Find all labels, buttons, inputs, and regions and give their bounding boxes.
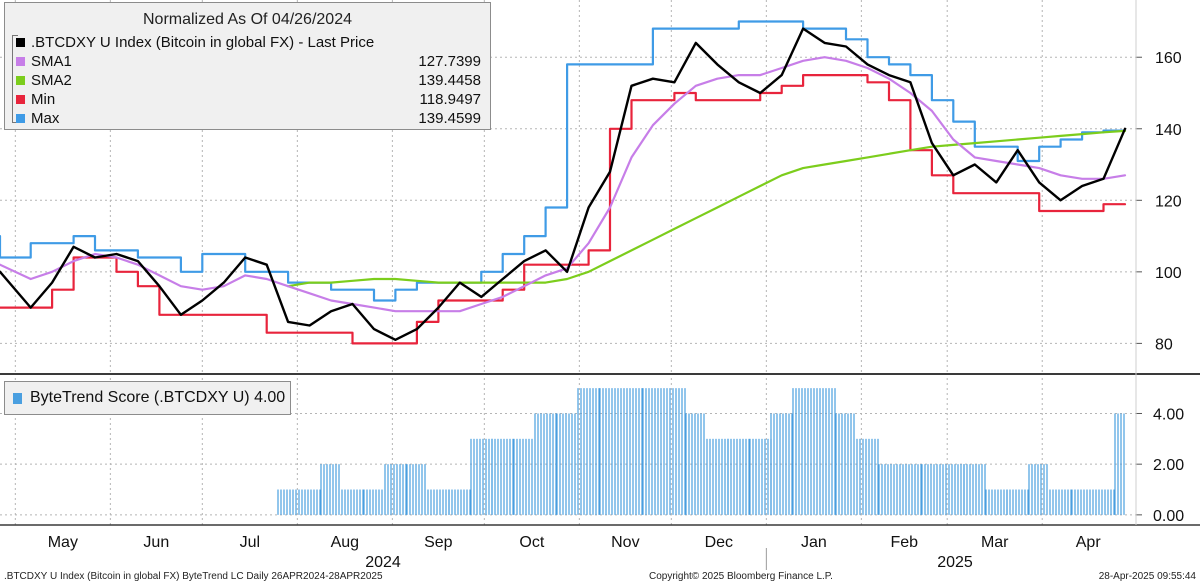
footer-timestamp: 28-Apr-2025 09:55:44	[1098, 571, 1196, 582]
legend-bracket	[12, 35, 18, 123]
score-legend: ByteTrend Score (.BTCDXY U) 4.00	[4, 381, 291, 415]
y-tick-label: 2.00	[1153, 457, 1184, 474]
legend-title: Normalized As Of 04/26/2024	[142, 11, 352, 28]
x-tick-label: Sep	[424, 534, 453, 551]
legend-item-max: Max 139.4599	[15, 110, 485, 129]
score-legend-label: ByteTrend Score (.BTCDXY U) 4.00	[30, 389, 286, 406]
year-label-2025: 2025	[937, 554, 973, 571]
x-tick-label: Nov	[611, 534, 639, 551]
legend-swatch-max	[16, 114, 25, 123]
x-tick-label: Aug	[331, 534, 359, 551]
price-line	[0, 27, 1127, 341]
y-tick-label: 140	[1155, 122, 1182, 139]
legend-item-min: Min 118.9497	[15, 91, 485, 110]
legend-name: Min	[31, 91, 56, 108]
sma2-line	[287, 129, 1127, 288]
legend-swatch-min	[16, 95, 25, 104]
x-tick-label: Apr	[1076, 534, 1102, 551]
x-tick-label: Dec	[705, 534, 733, 551]
legend-name: Max	[31, 110, 60, 127]
y-tick-label: 0.00	[1153, 508, 1184, 525]
score-bars	[277, 388, 1125, 515]
y-tick-label: 160	[1155, 50, 1182, 67]
x-tick-label: Jun	[143, 534, 169, 551]
year-label-2024: 2024	[365, 554, 401, 571]
max-line	[0, 20, 1127, 302]
legend-name: .BTCDXY U Index (Bitcoin in global FX) -…	[31, 34, 375, 51]
x-tick-label: Jul	[240, 534, 260, 551]
legend-item-sma1: SMA1 127.7399	[15, 53, 485, 72]
legend-item-sma2: SMA2 139.4458	[15, 72, 485, 91]
legend-swatch-last-price	[16, 38, 25, 47]
legend-swatch-sma2	[16, 76, 25, 85]
y-axis-ticks: 80 100 120 140 160 0.00 2.00 4.00	[1136, 50, 1184, 525]
y-tick-label: 4.00	[1153, 406, 1184, 423]
score-legend-swatch	[13, 393, 22, 404]
y-tick-label: 120	[1155, 193, 1182, 210]
legend-value: 139.4458	[418, 72, 481, 89]
legend-name: SMA2	[31, 72, 72, 89]
x-tick-label: May	[48, 534, 78, 551]
legend-value: 118.9497	[419, 91, 481, 108]
legend-item-last-price: .BTCDXY U Index (Bitcoin in global FX) -…	[15, 34, 485, 53]
legend-value: 127.7399	[418, 53, 481, 70]
score-gridlines	[0, 378, 1136, 525]
x-tick-label: Jan	[801, 534, 827, 551]
price-series-lines	[0, 20, 1127, 345]
footer-copyright: Copyright© 2025 Bloomberg Finance L.P.	[649, 571, 833, 582]
footer-description: .BTCDXY U Index (Bitcoin in global FX) B…	[4, 571, 383, 582]
legend-swatch-sma1	[16, 57, 25, 66]
legend-name: SMA1	[31, 53, 72, 70]
x-tick-label: Mar	[981, 534, 1009, 551]
x-tick-label: Oct	[519, 534, 544, 551]
x-axis-ticks: May Jun Jul Aug Sep Oct Nov Dec Jan Feb Mar Apr 2024…	[48, 534, 1102, 571]
x-tick-label: Feb	[891, 534, 919, 551]
price-legend: Normalized As Of 04/26/2024 .BTCDXY U In…	[4, 2, 491, 130]
y-tick-label: 80	[1155, 336, 1173, 353]
y-tick-label: 100	[1155, 265, 1182, 282]
legend-value: 139.4599	[418, 110, 481, 127]
